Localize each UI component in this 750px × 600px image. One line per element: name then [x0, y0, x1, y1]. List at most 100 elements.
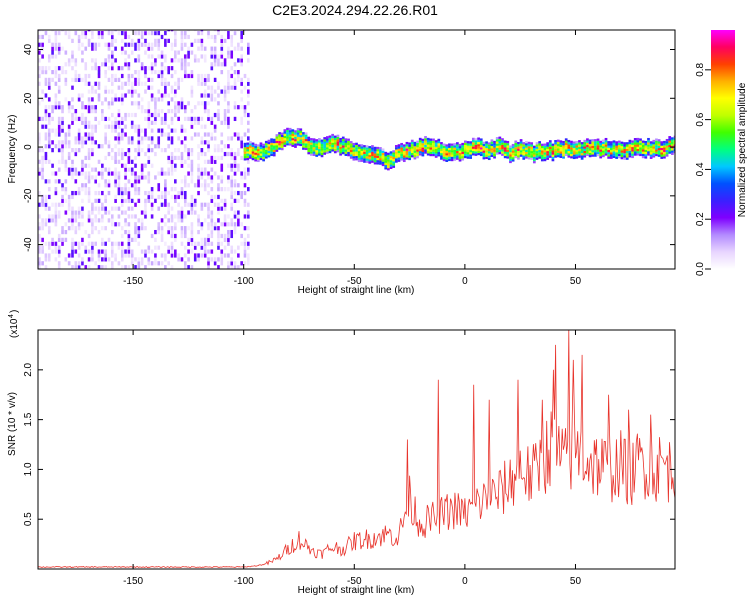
heatmap-cell: [424, 140, 427, 143]
heatmap-cell: [44, 144, 48, 149]
heatmap-cell: [296, 127, 300, 131]
heatmap-cell: [164, 171, 167, 176]
heatmap-cell: [84, 175, 88, 180]
heatmap-cell: [384, 162, 388, 166]
heatmap-cell: [227, 136, 230, 141]
heatmap-cell: [668, 136, 672, 139]
heatmap-cell: [150, 140, 154, 145]
heatmap-cell: [463, 151, 467, 154]
heatmap-cell: [127, 148, 131, 153]
heatmap-cell: [402, 144, 406, 147]
heatmap-cell: [400, 142, 403, 146]
heatmap-cell: [591, 139, 595, 142]
heatmap-cell: [71, 120, 74, 125]
heatmap-cell: [114, 124, 117, 129]
heatmap-cell: [147, 66, 151, 71]
heatmap-cell: [466, 149, 470, 153]
heatmap-cell: [84, 73, 88, 79]
heatmap-cell: [77, 253, 81, 258]
heatmap-cell: [134, 175, 137, 180]
heatmap-cell: [503, 144, 507, 148]
heatmap-cell: [247, 77, 250, 82]
heatmap-cell: [190, 73, 194, 79]
heatmap-cell: [144, 190, 147, 196]
heatmap-cell: [47, 34, 51, 40]
x-tick-label: 0: [462, 576, 468, 587]
heatmap-cell: [233, 101, 237, 106]
heatmap-cell: [64, 257, 68, 262]
heatmap-cell: [154, 257, 157, 262]
heatmap-cell: [140, 167, 144, 172]
heatmap-cell: [501, 138, 504, 141]
heatmap-cell: [591, 147, 595, 151]
heatmap-cell: [81, 101, 84, 106]
heatmap-cell: [71, 159, 74, 164]
heatmap-cell: [190, 210, 194, 215]
heatmap-cell: [57, 167, 61, 172]
heatmap-cell: [157, 42, 161, 47]
heatmap-cell: [275, 145, 279, 148]
heatmap-cell: [101, 237, 104, 242]
heatmap-cell: [84, 229, 88, 235]
heatmap-cell: [164, 42, 167, 47]
heatmap-cell: [74, 69, 78, 75]
heatmap-cell: [256, 144, 260, 147]
heatmap-cell: [187, 101, 190, 106]
heatmap-cell: [230, 179, 234, 184]
heatmap-cell: [167, 206, 170, 211]
heatmap-cell: [51, 237, 54, 242]
heatmap-cell: [240, 89, 243, 94]
heatmap-cell: [210, 50, 214, 55]
heatmap-cell: [639, 147, 642, 150]
heatmap-cell: [87, 257, 91, 262]
heatmap-cell: [657, 152, 661, 155]
heatmap-cell: [522, 153, 526, 156]
heatmap-cell: [81, 136, 84, 141]
heatmap-cell: [331, 138, 334, 141]
heatmap-cell: [302, 143, 305, 146]
heatmap-cell: [67, 144, 71, 149]
heatmap-cell: [110, 38, 114, 43]
heatmap-cell: [588, 146, 592, 149]
heatmap-cell: [57, 30, 61, 36]
heatmap-cell: [104, 58, 107, 63]
heatmap-cell: [474, 153, 478, 156]
heatmap-cell: [47, 159, 51, 164]
heatmap-cell: [434, 146, 438, 150]
heatmap-cell: [294, 145, 297, 148]
heatmap-cell: [469, 150, 473, 153]
heatmap-cell: [418, 144, 422, 147]
heatmap-cell: [275, 136, 279, 139]
heatmap-cell: [240, 81, 243, 86]
heatmap-cell: [110, 54, 114, 59]
heatmap-cell: [495, 150, 499, 153]
y-tick-label: 20: [23, 92, 34, 104]
heatmap-cell: [325, 136, 329, 139]
heatmap-cell: [41, 46, 44, 51]
heatmap-cell: [220, 132, 224, 137]
heatmap-cell: [203, 253, 207, 258]
heatmap-cell: [564, 153, 568, 156]
heatmap-cell: [187, 249, 190, 254]
heatmap-cell: [299, 128, 303, 131]
heatmap-cell: [408, 142, 411, 145]
heatmap-cell: [71, 226, 74, 231]
heatmap-cell: [371, 156, 374, 159]
heatmap-cell: [207, 233, 210, 239]
heatmap-cell: [157, 222, 161, 227]
heatmap-cell: [474, 151, 478, 154]
heatmap-cell: [97, 69, 101, 75]
heatmap-cell: [280, 147, 284, 151]
heatmap-cell: [134, 222, 137, 227]
heatmap-cell: [177, 58, 180, 63]
heatmap-cell: [381, 150, 385, 153]
heatmap-cell: [140, 261, 144, 266]
heatmap-cell: [381, 155, 385, 158]
heatmap-cell: [200, 124, 204, 129]
heatmap-cell: [170, 187, 174, 192]
heatmap-cell: [44, 179, 48, 184]
heatmap-cell: [339, 137, 342, 141]
heatmap-cell: [147, 101, 151, 106]
heatmap-cell: [594, 147, 597, 151]
heatmap-cell: [200, 38, 204, 43]
